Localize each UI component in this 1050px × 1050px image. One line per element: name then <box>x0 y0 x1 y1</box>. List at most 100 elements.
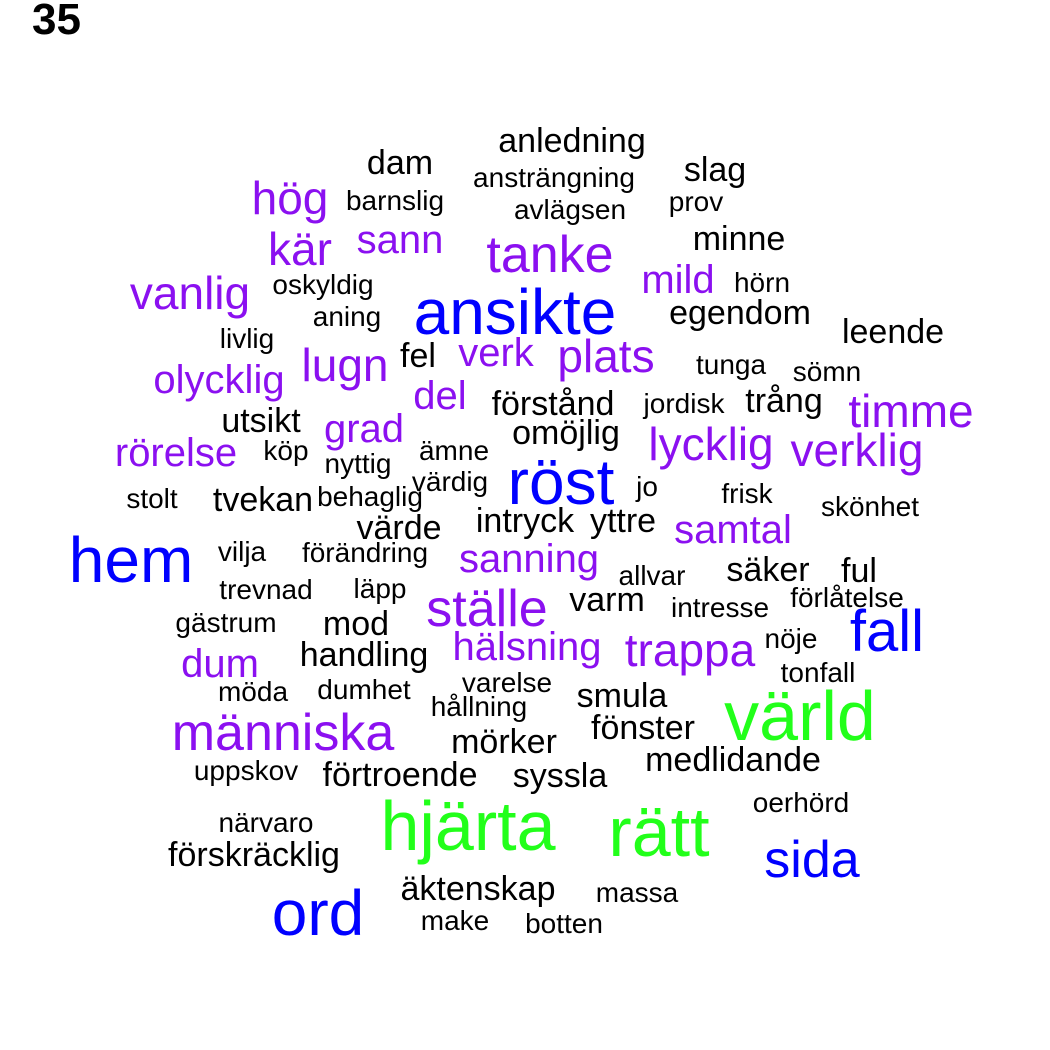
cloud-word: fall <box>849 599 925 664</box>
cloud-word: förskräcklig <box>168 836 340 874</box>
cloud-word: förlåtelse <box>790 582 904 613</box>
cloud-word: egendom <box>669 294 811 332</box>
cloud-word: dumhet <box>317 674 411 705</box>
cloud-word: smula <box>576 677 668 715</box>
cloud-word: säker <box>726 551 810 589</box>
cloud-word: slag <box>683 151 747 189</box>
cloud-word: olycklig <box>153 358 285 402</box>
cloud-word: oerhörd <box>752 787 850 818</box>
cloud-word: vilja <box>217 536 267 567</box>
cloud-word: förtroende <box>322 756 478 794</box>
cloud-word: människa <box>171 704 395 762</box>
cloud-word: förstånd <box>491 385 615 423</box>
cloud-word: hjärta <box>380 787 556 865</box>
cloud-word: barnslig <box>345 185 445 216</box>
cloud-word: medlidande <box>645 741 821 779</box>
cloud-word: värld <box>724 677 876 755</box>
cloud-word: jo <box>636 471 658 502</box>
cloud-word: intryck <box>475 502 575 540</box>
cloud-word: ord <box>271 877 365 949</box>
cloud-word: sanning <box>458 537 600 581</box>
cloud-word: fönster <box>591 709 695 747</box>
cloud-word: rörelse <box>114 431 238 475</box>
cloud-word: närvaro <box>218 807 314 838</box>
cloud-word: hög <box>251 172 329 224</box>
cloud-word: verklig <box>790 424 924 476</box>
cloud-word: nöje <box>764 623 818 654</box>
cloud-word: avlägsen <box>513 194 627 225</box>
cloud-word: ful <box>841 552 877 590</box>
cloud-word: oskyldig <box>272 269 374 300</box>
cloud-word: jordisk <box>643 388 725 419</box>
cloud-word: mild <box>641 258 715 302</box>
cloud-word: ansikte <box>413 276 617 348</box>
cloud-word: trappa <box>624 624 756 676</box>
cloud-word: behaglig <box>317 481 423 512</box>
cloud-word: skönhet <box>820 491 920 522</box>
cloud-word: hörn <box>733 267 791 298</box>
cloud-word: botten <box>525 908 603 939</box>
cloud-word: anledning <box>498 122 646 160</box>
cloud-word: ansträngning <box>473 162 635 193</box>
cloud-word: hållning <box>430 691 528 722</box>
cloud-word: frisk <box>721 478 773 509</box>
cloud-word: aning <box>312 301 382 332</box>
cloud-word: prov <box>668 186 724 217</box>
cloud-word: lycklig <box>648 418 774 470</box>
cloud-word: värdig <box>411 466 489 497</box>
cloud-word: läpp <box>353 573 407 604</box>
cloud-word: röst <box>507 446 615 518</box>
cloud-word: tunga <box>695 349 767 380</box>
cloud-word: trång <box>745 382 823 420</box>
cloud-word: varelse <box>461 667 553 698</box>
cloud-word: trevnad <box>219 574 313 605</box>
cloud-word: leende <box>841 313 945 351</box>
cloud-word: intresse <box>670 592 770 623</box>
cloud-word: nyttig <box>324 448 392 479</box>
cloud-word: mod <box>322 605 390 643</box>
cloud-word: värde <box>356 509 442 547</box>
cloud-word: hem <box>68 524 194 596</box>
cloud-word: dum <box>181 642 259 686</box>
cloud-word: förändring <box>301 537 429 568</box>
cloud-word: vanlig <box>129 267 251 319</box>
cloud-word: äktenskap <box>400 870 556 908</box>
cloud-word: omöjlig <box>512 414 620 452</box>
cloud-word: utsikt <box>221 402 301 440</box>
cloud-word: fel <box>400 337 436 375</box>
cloud-word: make <box>420 905 490 936</box>
cloud-word: kär <box>268 223 332 275</box>
cloud-word: sann <box>356 218 444 262</box>
cloud-word: ställe <box>426 580 548 638</box>
cloud-word: handling <box>299 636 429 674</box>
cloud-word: hälsning <box>452 625 602 669</box>
cloud-word: syssla <box>512 757 608 795</box>
cloud-word: verk <box>458 331 534 375</box>
cloud-word: sida <box>764 831 860 889</box>
cloud-word: köp <box>263 435 309 466</box>
cloud-word: plats <box>557 330 655 382</box>
figure-number: 35 <box>32 0 81 44</box>
cloud-word: tanke <box>486 226 614 284</box>
cloud-word: timme <box>848 385 974 437</box>
cloud-word: grad <box>323 407 405 451</box>
cloud-word: varm <box>569 581 645 619</box>
cloud-word: möda <box>217 676 289 707</box>
cloud-word: samtal <box>674 508 792 552</box>
cloud-word: lugn <box>301 339 389 391</box>
cloud-word: uppskov <box>193 755 299 786</box>
cloud-word: allvar <box>618 560 686 591</box>
cloud-word: tvekan <box>212 481 314 519</box>
cloud-word: yttre <box>589 502 657 540</box>
cloud-word: gästrum <box>175 607 277 638</box>
cloud-word: stolt <box>126 483 178 514</box>
cloud-word: ämne <box>418 435 490 466</box>
cloud-word: tonfall <box>780 657 856 688</box>
cloud-word: minne <box>692 220 786 258</box>
cloud-word: mörker <box>451 723 557 761</box>
cloud-word: del <box>413 374 467 418</box>
cloud-word: sömn <box>792 356 862 387</box>
cloud-word: massa <box>595 877 679 908</box>
cloud-word: dam <box>366 144 434 182</box>
